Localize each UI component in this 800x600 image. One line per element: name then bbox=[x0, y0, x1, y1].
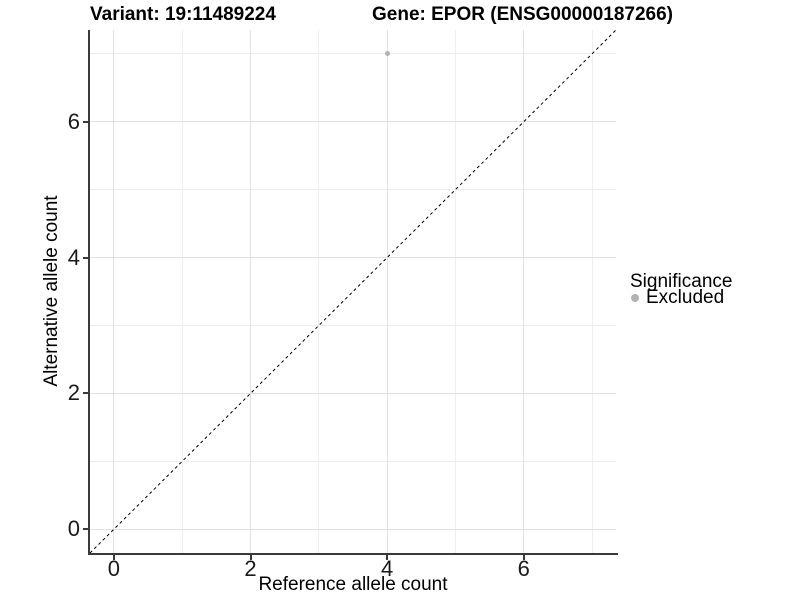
x-tick-label: 6 bbox=[517, 556, 530, 581]
gridline-vertical bbox=[318, 30, 320, 553]
y-axis-tick bbox=[83, 256, 88, 259]
x-axis-tick bbox=[112, 555, 115, 560]
identity-dashed-line bbox=[89, 29, 617, 554]
gridline-horizontal bbox=[90, 189, 616, 191]
y-axis-line bbox=[88, 30, 90, 555]
gridline-vertical bbox=[386, 30, 388, 553]
gridline-vertical bbox=[591, 30, 593, 553]
x-tick-label: 4 bbox=[381, 556, 394, 581]
gridline-horizontal bbox=[90, 528, 616, 530]
gridline-vertical bbox=[113, 30, 115, 553]
plot-panel bbox=[89, 29, 617, 554]
plot-title-variant: Variant: 19:11489224 bbox=[90, 4, 276, 25]
x-axis-tick bbox=[522, 555, 525, 560]
x-axis-tick bbox=[386, 555, 389, 560]
gridline-vertical bbox=[523, 30, 525, 553]
y-tick-label: 0 bbox=[67, 516, 80, 542]
gridline-vertical bbox=[454, 30, 456, 553]
reference-line-layer bbox=[89, 29, 617, 554]
plot-title-gene: Gene: EPOR (ENSG00000187266) bbox=[372, 4, 673, 25]
y-tick-label: 6 bbox=[67, 108, 80, 134]
y-axis-tick bbox=[83, 392, 88, 395]
gridline-vertical bbox=[181, 30, 183, 553]
gridline-horizontal bbox=[90, 460, 616, 462]
x-axis-title: Reference allele count bbox=[258, 574, 448, 595]
gridline-horizontal bbox=[90, 392, 616, 394]
x-tick-label: 2 bbox=[244, 556, 257, 581]
gridline-horizontal bbox=[90, 53, 616, 55]
gridline-horizontal bbox=[90, 257, 616, 259]
x-axis-tick bbox=[249, 555, 252, 560]
y-axis-title: Alternative allele count bbox=[41, 195, 62, 387]
y-axis-tick bbox=[83, 120, 88, 123]
legend-title: Significance bbox=[630, 271, 733, 292]
y-axis-tick bbox=[83, 528, 88, 531]
legend-item-excluded: Excluded bbox=[630, 287, 724, 309]
legend-item-label: Excluded bbox=[646, 287, 725, 308]
data-point-excluded bbox=[384, 51, 390, 57]
gridline-vertical bbox=[250, 30, 252, 553]
gridline-horizontal bbox=[90, 324, 616, 326]
legend-point-icon bbox=[631, 294, 639, 302]
x-axis-line bbox=[88, 553, 618, 555]
y-tick-label: 4 bbox=[67, 244, 80, 270]
x-tick-label: 0 bbox=[107, 556, 121, 581]
y-tick-label: 2 bbox=[67, 380, 80, 406]
gridline-horizontal bbox=[90, 121, 616, 123]
